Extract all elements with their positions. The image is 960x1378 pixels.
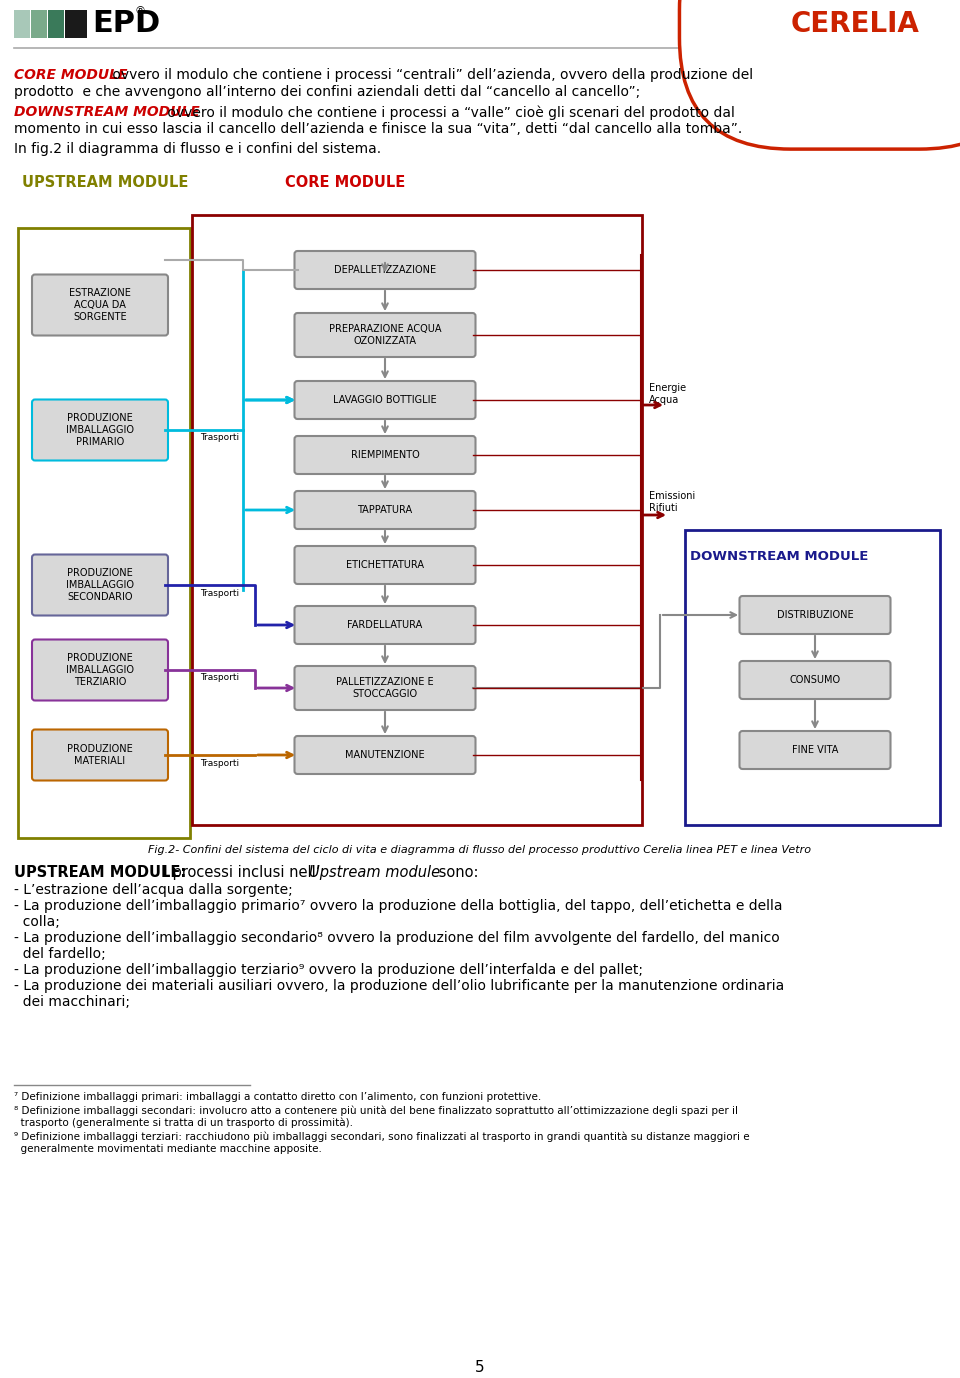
FancyBboxPatch shape [32,639,168,700]
Text: ovvero il modulo che contiene i processi a “valle” cioè gli scenari del prodotto: ovvero il modulo che contiene i processi… [163,105,734,120]
Text: PRODUZIONE
IMBALLAGGIO
PRIMARIO: PRODUZIONE IMBALLAGGIO PRIMARIO [66,413,134,446]
FancyBboxPatch shape [739,730,891,769]
Text: ⁸ Definizione imballaggi secondari: involucro atto a contenere più unità del ben: ⁸ Definizione imballaggi secondari: invo… [14,1105,738,1116]
Text: prodotto  e che avvengono all’interno dei confini aziendali detti dal “cancello : prodotto e che avvengono all’interno dei… [14,85,640,99]
Text: CERELIA: CERELIA [791,10,920,39]
Text: ETICHETTATURA: ETICHETTATURA [346,559,424,570]
Text: UPSTREAM MODULE: UPSTREAM MODULE [22,175,188,190]
Bar [31,10,47,39]
Bar [18,227,190,838]
Text: UPSTREAM MODULE:: UPSTREAM MODULE: [14,865,186,881]
Text: CORE MODULE: CORE MODULE [285,175,405,190]
FancyBboxPatch shape [295,491,475,529]
FancyBboxPatch shape [295,546,475,584]
Text: Energie
Acqua: Energie Acqua [649,383,686,405]
Text: del fardello;: del fardello; [14,947,106,960]
FancyBboxPatch shape [295,380,475,419]
FancyBboxPatch shape [739,597,891,634]
Text: FARDELLATURA: FARDELLATURA [348,620,422,630]
FancyBboxPatch shape [32,400,168,460]
Text: DOWNSTREAM MODULE: DOWNSTREAM MODULE [14,105,200,119]
Text: DOWNSTREAM MODULE: DOWNSTREAM MODULE [690,550,869,564]
Text: colla;: colla; [14,915,60,929]
Bar [192,215,642,825]
Text: - La produzione dell’imballaggio secondario⁸ ovvero la produzione del film avvol: - La produzione dell’imballaggio seconda… [14,932,780,945]
Bar [685,531,940,825]
Text: Fig.2- Confini del sistema del ciclo di vita e diagramma di flusso del processo : Fig.2- Confini del sistema del ciclo di … [149,845,811,854]
Text: ovvero il modulo che contiene i processi “centrali” dell’azienda, ovvero della p: ovvero il modulo che contiene i processi… [108,68,754,83]
FancyBboxPatch shape [295,736,475,774]
Text: PRODUZIONE
IMBALLAGGIO
TERZIARIO: PRODUZIONE IMBALLAGGIO TERZIARIO [66,653,134,686]
Text: Trasporti: Trasporti [200,674,239,682]
FancyBboxPatch shape [295,435,475,474]
Text: generalmente movimentati mediante macchine apposite.: generalmente movimentati mediante macchi… [14,1144,322,1153]
Text: FINE VITA: FINE VITA [792,745,838,755]
Text: LAVAGGIO BOTTIGLIE: LAVAGGIO BOTTIGLIE [333,395,437,405]
Text: Trasporti: Trasporti [200,434,239,442]
Text: DEPALLETIZZAZIONE: DEPALLETIZZAZIONE [334,265,436,276]
Text: - La produzione dell’imballaggio primario⁷ ovvero la produzione della bottiglia,: - La produzione dell’imballaggio primari… [14,898,782,914]
Text: I processi inclusi nell’: I processi inclusi nell’ [159,865,325,881]
Text: - La produzione dei materiali ausiliari ovvero, la produzione dell’olio lubrific: - La produzione dei materiali ausiliari … [14,978,784,994]
Text: EPD: EPD [92,10,160,39]
Text: momento in cui esso lascia il cancello dell’azienda e finisce la sua “vita”, det: momento in cui esso lascia il cancello d… [14,123,742,136]
Text: PRODUZIONE
IMBALLAGGIO
SECONDARIO: PRODUZIONE IMBALLAGGIO SECONDARIO [66,568,134,602]
FancyBboxPatch shape [32,729,168,780]
Text: ⁷ Definizione imballaggi primari: imballaggi a contatto diretto con l’alimento, : ⁷ Definizione imballaggi primari: imball… [14,1091,541,1102]
Text: MANUTENZIONE: MANUTENZIONE [346,750,425,761]
Text: ®: ® [134,6,145,17]
FancyBboxPatch shape [295,666,475,710]
Text: Trasporti: Trasporti [200,758,239,768]
FancyBboxPatch shape [32,274,168,335]
Text: TAPPATURA: TAPPATURA [357,504,413,515]
Text: - La produzione dell’imballaggio terziario⁹ ovvero la produzione dell’interfalda: - La produzione dell’imballaggio terziar… [14,963,643,977]
Text: trasporto (generalmente si tratta di un trasporto di prossimità).: trasporto (generalmente si tratta di un … [14,1118,353,1129]
Text: sono:: sono: [434,865,478,881]
Text: In fig.2 il diagramma di flusso e i confini del sistema.: In fig.2 il diagramma di flusso e i conf… [14,142,381,156]
Text: 5: 5 [475,1360,485,1375]
FancyBboxPatch shape [739,661,891,699]
FancyBboxPatch shape [295,606,475,644]
FancyBboxPatch shape [295,313,475,357]
FancyBboxPatch shape [32,554,168,616]
FancyBboxPatch shape [295,251,475,289]
Text: RIEMPIMENTO: RIEMPIMENTO [350,451,420,460]
Text: PALLETIZZAZIONE E
STOCCAGGIO: PALLETIZZAZIONE E STOCCAGGIO [336,677,434,699]
Text: PRODUZIONE
MATERIALI: PRODUZIONE MATERIALI [67,744,132,766]
Bar [48,10,64,39]
Text: PREPARAZIONE ACQUA
OZONIZZATA: PREPARAZIONE ACQUA OZONIZZATA [328,324,442,346]
Bar [65,10,87,39]
Text: Emissioni
Rifiuti: Emissioni Rifiuti [649,491,695,513]
Text: CORE MODULE: CORE MODULE [14,68,128,83]
Text: Upstream module: Upstream module [309,865,440,881]
Text: DISTRIBUZIONE: DISTRIBUZIONE [777,610,853,620]
Text: dei macchinari;: dei macchinari; [14,995,130,1009]
Text: CONSUMO: CONSUMO [789,675,841,685]
Text: - L’estrazione dell’acqua dalla sorgente;: - L’estrazione dell’acqua dalla sorgente… [14,883,293,897]
Text: ESTRAZIONE
ACQUA DA
SORGENTE: ESTRAZIONE ACQUA DA SORGENTE [69,288,131,321]
Text: ⁹ Definizione imballaggi terziari: racchiudono più imballaggi secondari, sono fi: ⁹ Definizione imballaggi terziari: racch… [14,1131,750,1141]
Text: Trasporti: Trasporti [200,588,239,598]
Bar [14,10,30,39]
